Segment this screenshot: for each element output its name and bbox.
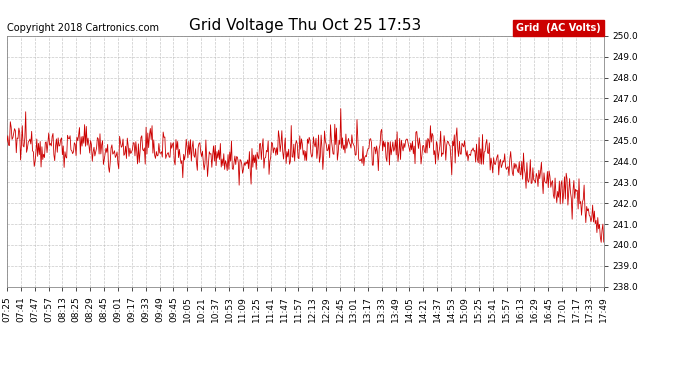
Title: Grid Voltage Thu Oct 25 17:53: Grid Voltage Thu Oct 25 17:53 bbox=[189, 18, 422, 33]
Text: Copyright 2018 Cartronics.com: Copyright 2018 Cartronics.com bbox=[7, 23, 159, 33]
Text: Grid  (AC Volts): Grid (AC Volts) bbox=[516, 23, 601, 33]
